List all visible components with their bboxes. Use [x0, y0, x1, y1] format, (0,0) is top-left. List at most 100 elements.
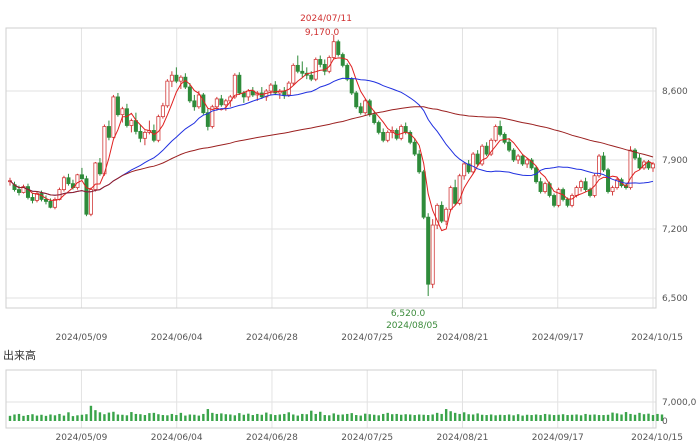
candle-body — [25, 186, 30, 198]
candle-body — [448, 187, 453, 210]
candle-body — [250, 90, 255, 96]
candle-body — [349, 78, 354, 94]
candle-body — [538, 181, 543, 192]
x-tick-label: 2024/06/28 — [246, 433, 298, 443]
volume-bar — [193, 414, 196, 421]
volume-bar — [408, 414, 412, 421]
candle-body — [354, 92, 359, 108]
volume-bar — [229, 414, 232, 421]
candle-body — [480, 145, 485, 165]
candle-body — [507, 141, 512, 151]
candle-body — [529, 159, 534, 169]
volume-bar — [206, 409, 210, 421]
candle-body — [466, 163, 471, 173]
candle-body — [169, 74, 174, 82]
volume-bar — [651, 415, 655, 421]
candle-body — [21, 186, 26, 193]
candle-body — [52, 199, 57, 208]
x-tick-label: 2024/05/09 — [56, 333, 108, 343]
low-date-annotation: 2024/08/05 — [386, 321, 438, 331]
volume-bar — [49, 414, 52, 421]
x-tick-label: 2024/09/17 — [532, 433, 584, 443]
candle-body — [295, 64, 300, 72]
candle-body — [106, 126, 111, 138]
volume-bar — [399, 414, 403, 421]
volume-bar — [328, 415, 331, 421]
volume-bar — [462, 412, 466, 421]
candle-body — [552, 195, 557, 206]
volume-bar — [125, 415, 129, 421]
volume-bar — [13, 414, 16, 421]
volume-bar — [629, 413, 632, 421]
volume-bar — [107, 412, 111, 421]
candle-body — [115, 96, 120, 116]
volume-bar — [543, 413, 547, 421]
volume-bar — [260, 414, 264, 421]
volume-bar — [76, 415, 79, 421]
volume-bar — [197, 415, 201, 421]
high-value-annotation: 9,170.0 — [305, 28, 340, 38]
candle-body — [79, 174, 84, 180]
ma-mid-line — [9, 77, 654, 196]
volume-bar — [152, 412, 156, 421]
volume-bar — [310, 410, 313, 421]
candle-body — [421, 171, 426, 218]
volume-bar — [364, 413, 367, 421]
volume-bar — [467, 414, 470, 421]
candle-body — [597, 155, 602, 177]
volume-bar — [382, 413, 385, 421]
candle-series — [7, 34, 656, 297]
candle-body — [610, 187, 615, 192]
candle-body — [210, 106, 215, 127]
volume-label: 出来高 — [3, 348, 36, 362]
candle-body — [111, 96, 116, 138]
candle-body — [241, 92, 246, 98]
volume-bar — [579, 415, 583, 421]
candle-body — [633, 149, 638, 159]
volume-bar — [22, 415, 25, 421]
candle-body — [399, 126, 404, 139]
volume-bar — [656, 413, 659, 421]
candle-body — [174, 74, 179, 82]
volume-bar — [485, 415, 488, 421]
candle-body — [138, 131, 143, 139]
candle-body — [318, 59, 323, 65]
volume-bar — [431, 414, 434, 421]
volume-bar — [588, 414, 592, 421]
candle-body — [205, 112, 210, 127]
candle-body — [313, 59, 318, 80]
price-axis: 8,600 7,900 7,200 6,500 — [662, 87, 688, 304]
volume-bar — [89, 405, 93, 421]
volume-bar — [121, 414, 124, 421]
volume-bar — [534, 414, 538, 421]
volume-bar — [175, 415, 178, 421]
candle-body — [43, 199, 48, 202]
volume-bar — [188, 414, 192, 421]
candle-body — [340, 54, 345, 66]
volume-bar — [233, 415, 237, 421]
candle-body — [646, 161, 651, 169]
volume-bar — [525, 414, 529, 421]
candle-body — [471, 153, 476, 173]
volume-bar — [220, 413, 223, 421]
volume-bar — [269, 414, 272, 421]
volume-bar — [35, 415, 39, 421]
x-axis-price: 2024/05/09 2024/06/04 2024/06/28 2024/07/25… — [56, 333, 683, 343]
candle-body — [129, 120, 134, 126]
volume-bar — [494, 415, 497, 421]
candle-body — [34, 193, 39, 201]
volume-bar — [265, 412, 268, 421]
volume-bar — [575, 414, 578, 421]
candle-body — [439, 204, 444, 222]
volume-bar — [26, 415, 30, 421]
candle-body — [88, 189, 93, 215]
candle-body — [336, 41, 341, 55]
volume-bar — [247, 413, 250, 421]
volume-bar — [584, 413, 587, 421]
candle-body — [412, 141, 417, 155]
candle-body — [457, 175, 462, 204]
candle-body — [133, 120, 138, 132]
volume-bar — [71, 416, 75, 421]
candle-body — [502, 133, 507, 143]
volume-bar — [521, 415, 524, 421]
